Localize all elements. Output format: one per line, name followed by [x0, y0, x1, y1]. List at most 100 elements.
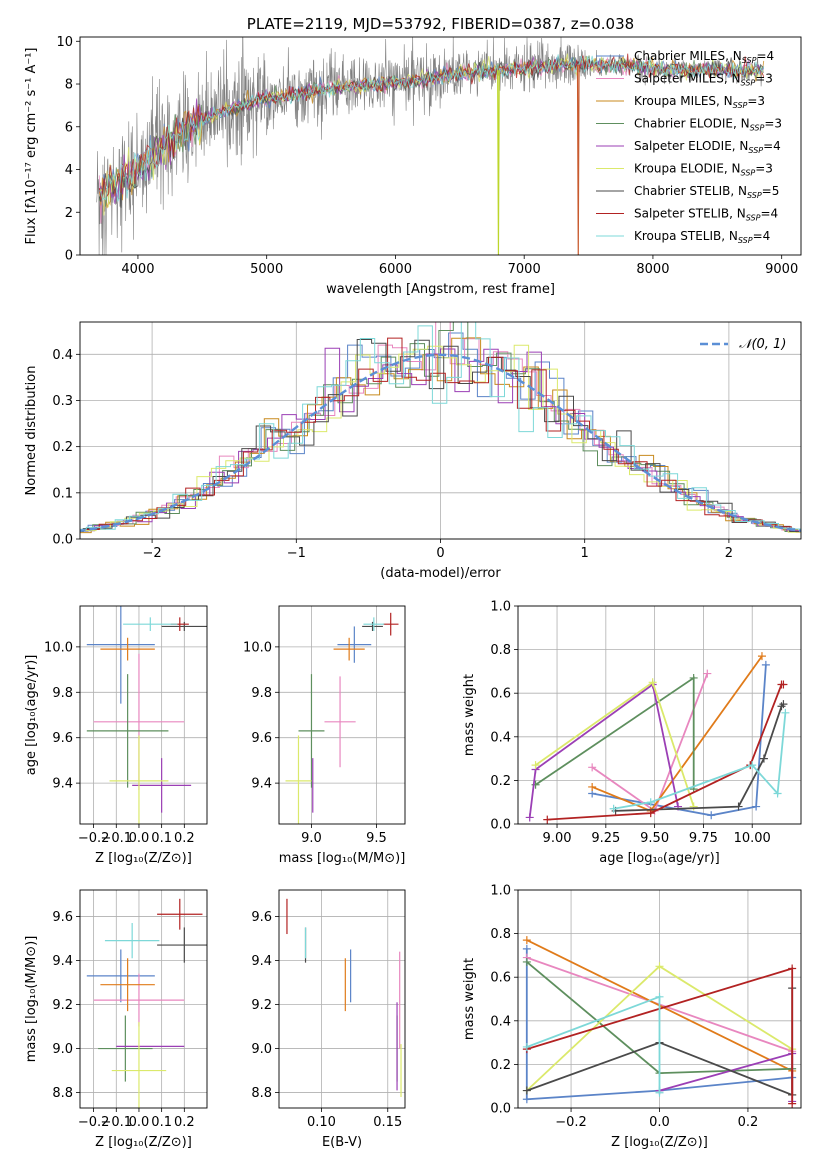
x-tick-label: 0.10: [307, 1115, 336, 1130]
chart-mass-vs-Z: −0.2−0.10.0 0.1 0.2 8.8 9.0 9.2 9.4 9.6 Z [log₁₀…: [24, 889, 208, 1150]
legend-value: =4: [763, 139, 781, 153]
x-axis-label: age [log₁₀(age/yr)]: [599, 851, 720, 866]
x-axis-label: Z [log₁₀(Z/Z⊙)]: [95, 851, 192, 866]
y-axis-label: mass weight: [462, 674, 477, 756]
y-tick-label: 9.6: [52, 731, 73, 746]
errorbar-point: [157, 927, 207, 963]
weight-marker: [781, 708, 790, 717]
weight-lines: [522, 936, 797, 1108]
y-tick-label: 9.6: [251, 731, 272, 746]
weight-series: [528, 682, 679, 818]
weight-series: [535, 680, 695, 807]
plot-frame: [278, 605, 406, 825]
plot-frame: [79, 321, 802, 540]
weight-marker: [788, 964, 797, 973]
histogram-series: [80, 322, 801, 530]
x-tick-label: 0.2: [174, 1115, 195, 1130]
chart-spectrum: 4000 5000 6000 7000 8000 9000 0 2 4 6 8 10 wavelengt…: [24, 15, 802, 297]
legend-name: Chabrier STELIB, N: [634, 184, 747, 198]
x-tick-label: 0.0: [129, 831, 150, 846]
legend-value: =3: [764, 117, 782, 131]
y-tick-label: 0.0: [490, 1102, 511, 1117]
legend-label: Salpeter MILES, NSSP=3: [634, 72, 773, 88]
y-tick-label: 0.2: [490, 1058, 511, 1073]
errorbars: [86, 606, 207, 824]
weight-series: [615, 703, 785, 812]
weight-marker: [543, 815, 552, 824]
x-axis-label: Z [log₁₀(Z/Z⊙)]: [611, 1135, 708, 1150]
spectrum-dropout: [576, 64, 580, 255]
weight-marker: [779, 700, 788, 709]
y-tick-label: 0.2: [490, 774, 511, 789]
plot-frame: [79, 36, 802, 256]
y-tick-label: 8.8: [52, 1086, 73, 1101]
legend-name: Salpeter ELODIE, N: [634, 139, 748, 153]
histogram-series: [80, 332, 801, 532]
legend-label: Salpeter STELIB, NSSP=4: [634, 207, 778, 223]
y-tick-label: 9.4: [251, 954, 272, 969]
weight-marker: [759, 754, 768, 763]
weight-marker: [655, 962, 664, 971]
chart-residuals: −2 −1 0 1 2 0.0 0.1 0.2 0.3 0.4 (data-model)/error…: [24, 321, 802, 581]
legend-name: Kroupa ELODIE, N: [634, 162, 741, 176]
x-tick-label: −0.2: [78, 831, 110, 846]
x-tick-label: 5000: [250, 262, 283, 277]
legend-sub: SSP: [741, 169, 756, 178]
weight-marker: [748, 761, 757, 770]
y-tick-label: 9.4: [251, 777, 272, 792]
weight-marker: [522, 957, 531, 966]
legend-label: Kroupa ELODIE, NSSP=3: [634, 162, 773, 178]
weight-lines: [525, 652, 790, 824]
x-axis-label: (data-model)/error: [380, 566, 501, 581]
errorbars: [285, 612, 399, 824]
errorbar-point: [363, 617, 385, 631]
legend-name: Kroupa STELIB, N: [634, 229, 738, 243]
errorbar-point: [100, 637, 155, 661]
y-tick-label: 2: [65, 206, 73, 221]
legend-sub: SSP: [738, 236, 753, 245]
weight-marker: [752, 802, 761, 811]
weight-series: [526, 995, 661, 1093]
legend-sub: SSP: [733, 101, 748, 110]
errorbar-point: [123, 617, 178, 631]
errorbar-point: [86, 674, 169, 788]
errorbar-point: [285, 735, 312, 824]
errorbar-point: [104, 923, 160, 959]
errorbar-point: [100, 958, 155, 1012]
x-tick-label: 9.25: [591, 831, 620, 846]
x-tick-label: 0.2: [174, 831, 195, 846]
errorbars: [86, 898, 207, 1108]
weight-marker: [522, 1042, 531, 1051]
legend-label: Chabrier MILES, NSSP=4: [634, 49, 774, 65]
legend-value: =3: [755, 72, 773, 86]
y-tick-label: 8: [65, 78, 73, 93]
y-axis-label: mass weight: [462, 958, 477, 1040]
weight-series: [525, 948, 793, 1101]
plot-frame: [517, 605, 802, 825]
weight-marker: [707, 811, 716, 820]
weight-marker: [788, 1099, 797, 1108]
y-tick-label: 10.0: [44, 640, 73, 655]
y-tick-label: 0.4: [52, 348, 73, 363]
weight-marker: [646, 798, 655, 807]
y-tick-label: 9.2: [251, 998, 272, 1013]
y-tick-label: 10.0: [243, 640, 272, 655]
weight-marker: [648, 678, 657, 687]
errorbar-point: [109, 735, 169, 824]
legend-name: Kroupa MILES, N: [634, 94, 733, 108]
errorbar-point: [161, 621, 207, 631]
y-axis-label: age [log₁₀(age/yr)]: [24, 655, 39, 776]
y-tick-label: 0.6: [490, 971, 511, 986]
legend-label: 𝒩(0, 1): [739, 337, 786, 352]
x-tick-label: −2: [143, 546, 162, 561]
y-tick-label: 6: [65, 120, 73, 135]
y-tick-label: 0.2: [52, 440, 73, 455]
weight-marker: [655, 992, 664, 1001]
legend-label: Kroupa MILES, NSSP=3: [634, 94, 765, 110]
x-tick-label: 0.15: [373, 1115, 402, 1130]
weight-marker: [655, 1088, 664, 1097]
y-tick-label: 0.1: [52, 486, 73, 501]
y-tick-label: 4: [65, 163, 73, 178]
x-tick-label: 0.1: [151, 1115, 172, 1130]
